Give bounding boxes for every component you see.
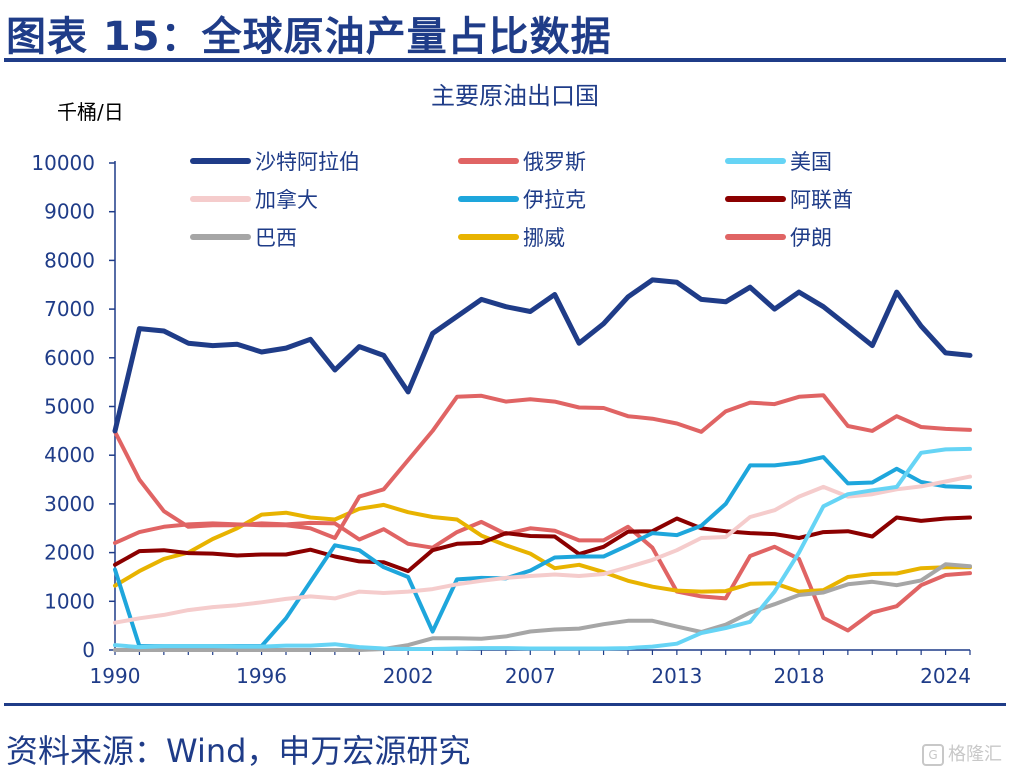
figure-title: 图表 15：全球原油产量占比数据 xyxy=(6,14,612,60)
y-tick-label: 5000 xyxy=(44,395,95,419)
y-tick-label: 1000 xyxy=(44,589,95,613)
series-line-4 xyxy=(113,474,972,625)
legend-label: 巴西 xyxy=(255,226,297,250)
chart-title: 主要原油出口国 xyxy=(431,82,599,110)
y-tick-label: 8000 xyxy=(44,248,95,272)
x-tick-label: 1990 xyxy=(90,664,141,688)
series-line-2 xyxy=(113,393,972,545)
legend-label: 沙特阿拉伯 xyxy=(255,150,360,174)
legend-label: 伊拉克 xyxy=(523,188,586,212)
y-tick-label: 2000 xyxy=(44,541,95,565)
x-tick-label: 1996 xyxy=(236,664,287,688)
y-tick-label: 3000 xyxy=(44,492,95,516)
series-line-8 xyxy=(113,502,972,594)
y-tick-label: 10000 xyxy=(31,151,95,175)
footer-rule xyxy=(4,703,1006,706)
x-tick-label: 2018 xyxy=(774,664,825,688)
legend-label: 伊朗 xyxy=(790,226,832,250)
legend-label: 美国 xyxy=(790,150,832,174)
y-tick-label: 7000 xyxy=(44,297,95,321)
series-line-3 xyxy=(113,446,972,651)
watermark-text: 格隆汇 xyxy=(948,744,1002,765)
watermark-logo-icon: G xyxy=(922,744,944,766)
legend-label: 俄罗斯 xyxy=(523,150,586,174)
x-tick-label: 2007 xyxy=(505,664,556,688)
x-tick-label: 2024 xyxy=(920,664,971,688)
y-tick-label: 9000 xyxy=(44,200,95,224)
series-line-5 xyxy=(113,455,972,649)
y-axis-unit-label: 千桶/日 xyxy=(57,100,124,124)
watermark: G 格隆汇 xyxy=(922,740,1002,766)
y-tick-label: 6000 xyxy=(44,346,95,370)
y-tick-label: 0 xyxy=(82,638,95,662)
series-line-7 xyxy=(113,562,972,652)
y-tick-label: 4000 xyxy=(44,443,95,467)
series-line-1 xyxy=(112,277,973,434)
source-note: 资料来源：Wind，申万宏源研究 xyxy=(6,732,471,770)
series-line-6 xyxy=(113,515,972,574)
title-rule xyxy=(4,58,1006,62)
x-tick-label: 2013 xyxy=(651,664,702,688)
x-tick-label: 2002 xyxy=(383,664,434,688)
legend-label: 加拿大 xyxy=(255,188,318,212)
legend-label: 阿联酋 xyxy=(790,188,853,212)
legend-label: 挪威 xyxy=(523,226,565,250)
